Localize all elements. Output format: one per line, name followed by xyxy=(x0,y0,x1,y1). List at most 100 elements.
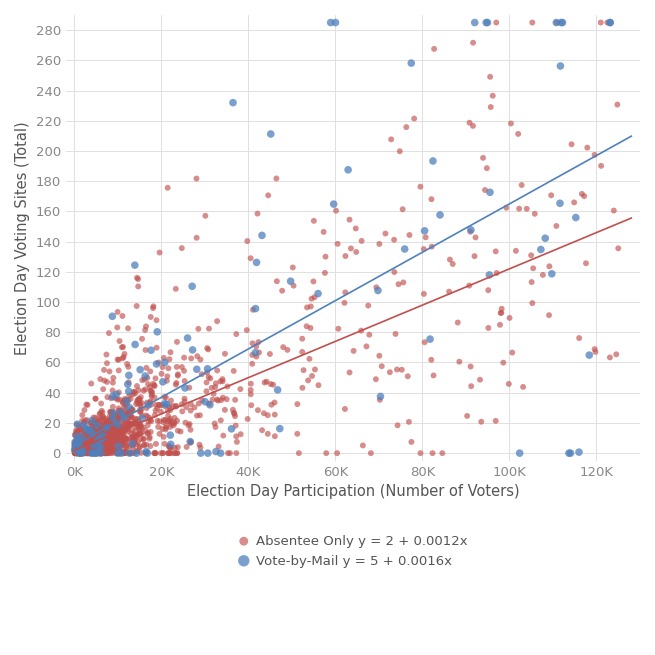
Absentee Only y = 2 + 0.0012x xyxy=(75,445,86,455)
Absentee Only y = 2 + 0.0012x xyxy=(89,436,100,446)
Absentee Only y = 2 + 0.0012x xyxy=(75,447,86,457)
Absentee Only y = 2 + 0.0012x xyxy=(71,448,82,458)
Absentee Only y = 2 + 0.0012x xyxy=(78,442,88,453)
Absentee Only y = 2 + 0.0012x xyxy=(72,446,83,457)
Absentee Only y = 2 + 0.0012x xyxy=(95,436,105,446)
Absentee Only y = 2 + 0.0012x xyxy=(119,448,130,458)
Absentee Only y = 2 + 0.0012x xyxy=(73,445,83,455)
Absentee Only y = 2 + 0.0012x xyxy=(83,434,94,445)
Absentee Only y = 2 + 0.0012x xyxy=(73,436,84,447)
Absentee Only y = 2 + 0.0012x xyxy=(81,438,92,449)
Absentee Only y = 2 + 0.0012x xyxy=(71,448,82,458)
Absentee Only y = 2 + 0.0012x xyxy=(79,439,90,449)
Absentee Only y = 2 + 0.0012x xyxy=(79,444,90,455)
Absentee Only y = 2 + 0.0012x xyxy=(102,443,112,454)
Absentee Only y = 2 + 0.0012x xyxy=(88,441,98,451)
Absentee Only y = 2 + 0.0012x xyxy=(251,341,261,352)
Absentee Only y = 2 + 0.0012x xyxy=(105,426,115,437)
Absentee Only y = 2 + 0.0012x xyxy=(94,443,105,453)
Absentee Only y = 2 + 0.0012x xyxy=(90,394,101,404)
Absentee Only y = 2 + 0.0012x xyxy=(453,317,463,328)
Absentee Only y = 2 + 0.0012x xyxy=(200,210,211,221)
Absentee Only y = 2 + 0.0012x xyxy=(84,438,95,448)
Absentee Only y = 2 + 0.0012x xyxy=(100,436,111,446)
Absentee Only y = 2 + 0.0012x xyxy=(403,371,413,381)
Absentee Only y = 2 + 0.0012x xyxy=(111,430,121,440)
Absentee Only y = 2 + 0.0012x xyxy=(73,446,84,457)
Absentee Only y = 2 + 0.0012x xyxy=(83,441,94,452)
Absentee Only y = 2 + 0.0012x xyxy=(235,384,246,394)
Absentee Only y = 2 + 0.0012x xyxy=(87,436,98,446)
Absentee Only y = 2 + 0.0012x xyxy=(75,439,86,449)
Absentee Only y = 2 + 0.0012x xyxy=(78,445,88,456)
Absentee Only y = 2 + 0.0012x xyxy=(95,432,105,443)
Absentee Only y = 2 + 0.0012x xyxy=(79,443,89,453)
Absentee Only y = 2 + 0.0012x xyxy=(87,434,98,444)
Absentee Only y = 2 + 0.0012x xyxy=(251,351,261,362)
Absentee Only y = 2 + 0.0012x xyxy=(84,445,94,456)
Absentee Only y = 2 + 0.0012x xyxy=(121,422,132,433)
Absentee Only y = 2 + 0.0012x xyxy=(74,443,84,454)
Absentee Only y = 2 + 0.0012x xyxy=(71,445,82,455)
Absentee Only y = 2 + 0.0012x xyxy=(79,447,89,458)
Absentee Only y = 2 + 0.0012x xyxy=(216,395,227,405)
Absentee Only y = 2 + 0.0012x xyxy=(86,437,97,447)
Absentee Only y = 2 + 0.0012x xyxy=(132,395,143,405)
Absentee Only y = 2 + 0.0012x xyxy=(117,435,127,445)
Absentee Only y = 2 + 0.0012x xyxy=(92,435,102,445)
Absentee Only y = 2 + 0.0012x xyxy=(73,448,83,458)
Absentee Only y = 2 + 0.0012x xyxy=(75,448,85,458)
Absentee Only y = 2 + 0.0012x xyxy=(131,439,141,449)
Absentee Only y = 2 + 0.0012x xyxy=(73,444,84,455)
Absentee Only y = 2 + 0.0012x xyxy=(87,445,98,455)
Absentee Only y = 2 + 0.0012x xyxy=(79,440,89,450)
Absentee Only y = 2 + 0.0012x xyxy=(97,425,107,436)
Absentee Only y = 2 + 0.0012x xyxy=(172,337,182,347)
Absentee Only y = 2 + 0.0012x xyxy=(153,416,163,426)
Absentee Only y = 2 + 0.0012x xyxy=(86,448,96,458)
Vote-by-Mail y = 5 + 0.0016x xyxy=(141,446,151,457)
Absentee Only y = 2 + 0.0012x xyxy=(105,415,116,426)
Absentee Only y = 2 + 0.0012x xyxy=(77,442,87,453)
Absentee Only y = 2 + 0.0012x xyxy=(109,440,119,451)
Absentee Only y = 2 + 0.0012x xyxy=(259,377,270,388)
Absentee Only y = 2 + 0.0012x xyxy=(371,282,382,293)
Absentee Only y = 2 + 0.0012x xyxy=(83,431,93,441)
Absentee Only y = 2 + 0.0012x xyxy=(88,422,99,432)
Absentee Only y = 2 + 0.0012x xyxy=(74,448,84,458)
Absentee Only y = 2 + 0.0012x xyxy=(73,438,84,448)
Vote-by-Mail y = 5 + 0.0016x xyxy=(111,389,122,400)
Absentee Only y = 2 + 0.0012x xyxy=(74,447,84,457)
Absentee Only y = 2 + 0.0012x xyxy=(611,349,622,360)
Absentee Only y = 2 + 0.0012x xyxy=(305,323,316,333)
Absentee Only y = 2 + 0.0012x xyxy=(73,439,84,449)
Absentee Only y = 2 + 0.0012x xyxy=(69,441,80,451)
Absentee Only y = 2 + 0.0012x xyxy=(83,424,94,434)
Absentee Only y = 2 + 0.0012x xyxy=(73,448,84,458)
Absentee Only y = 2 + 0.0012x xyxy=(159,439,170,449)
Vote-by-Mail y = 5 + 0.0016x xyxy=(564,448,574,458)
Absentee Only y = 2 + 0.0012x xyxy=(85,442,96,453)
Absentee Only y = 2 + 0.0012x xyxy=(139,440,149,451)
Absentee Only y = 2 + 0.0012x xyxy=(71,445,82,456)
Absentee Only y = 2 + 0.0012x xyxy=(85,442,96,453)
Absentee Only y = 2 + 0.0012x xyxy=(110,409,121,420)
Absentee Only y = 2 + 0.0012x xyxy=(101,423,111,434)
Absentee Only y = 2 + 0.0012x xyxy=(496,308,506,318)
Absentee Only y = 2 + 0.0012x xyxy=(83,437,93,447)
Absentee Only y = 2 + 0.0012x xyxy=(84,435,94,445)
Absentee Only y = 2 + 0.0012x xyxy=(172,448,182,458)
Absentee Only y = 2 + 0.0012x xyxy=(75,438,85,448)
Absentee Only y = 2 + 0.0012x xyxy=(150,373,160,384)
Absentee Only y = 2 + 0.0012x xyxy=(81,436,92,446)
Absentee Only y = 2 + 0.0012x xyxy=(75,445,85,456)
Absentee Only y = 2 + 0.0012x xyxy=(73,439,83,449)
Absentee Only y = 2 + 0.0012x xyxy=(165,442,176,453)
Vote-by-Mail y = 5 + 0.0016x xyxy=(135,364,145,375)
Absentee Only y = 2 + 0.0012x xyxy=(123,323,134,333)
Absentee Only y = 2 + 0.0012x xyxy=(97,423,107,434)
Absentee Only y = 2 + 0.0012x xyxy=(176,426,186,437)
Absentee Only y = 2 + 0.0012x xyxy=(229,409,240,419)
Absentee Only y = 2 + 0.0012x xyxy=(81,442,92,453)
Absentee Only y = 2 + 0.0012x xyxy=(103,421,113,431)
